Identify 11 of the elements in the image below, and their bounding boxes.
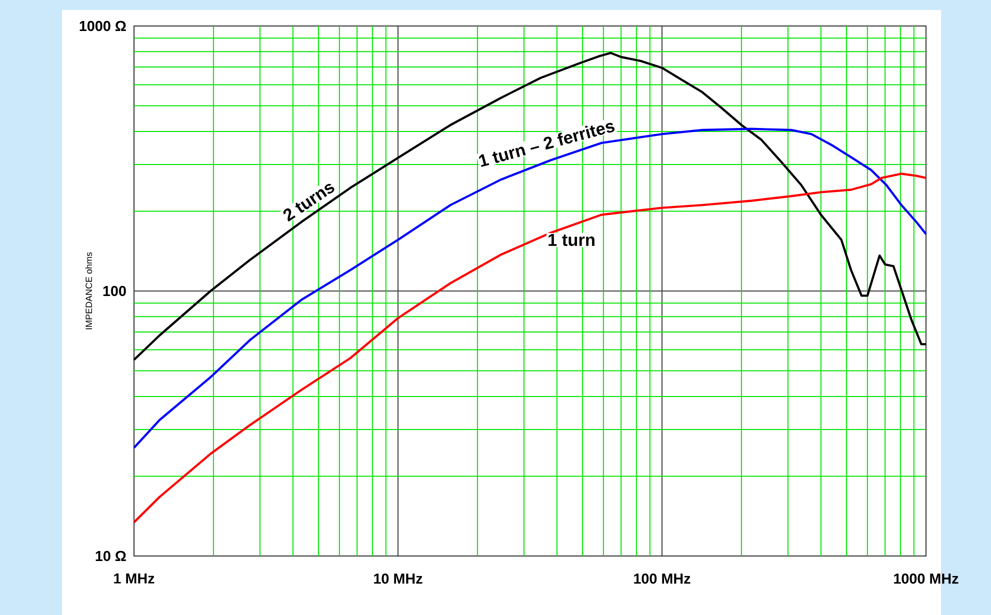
text: 2 turns [283, 184, 334, 222]
x-tick-label: 1 MHz [114, 574, 154, 584]
y-axis-title: IMPEDANCE ohms [85, 252, 92, 330]
y-tick-label: 1000 Ω [80, 20, 126, 32]
x-tick-label: 100 MHz [634, 574, 690, 584]
x-tick-label: 10 MHz [374, 574, 422, 584]
series-label: 1 turn [548, 234, 594, 246]
text: 1 turn – 2 ferrites [478, 122, 615, 167]
x-tick-label: 1000 MHz [894, 574, 958, 584]
y-tick-label: 10 Ω [96, 550, 126, 562]
y-tick-label: 100 [103, 286, 126, 296]
